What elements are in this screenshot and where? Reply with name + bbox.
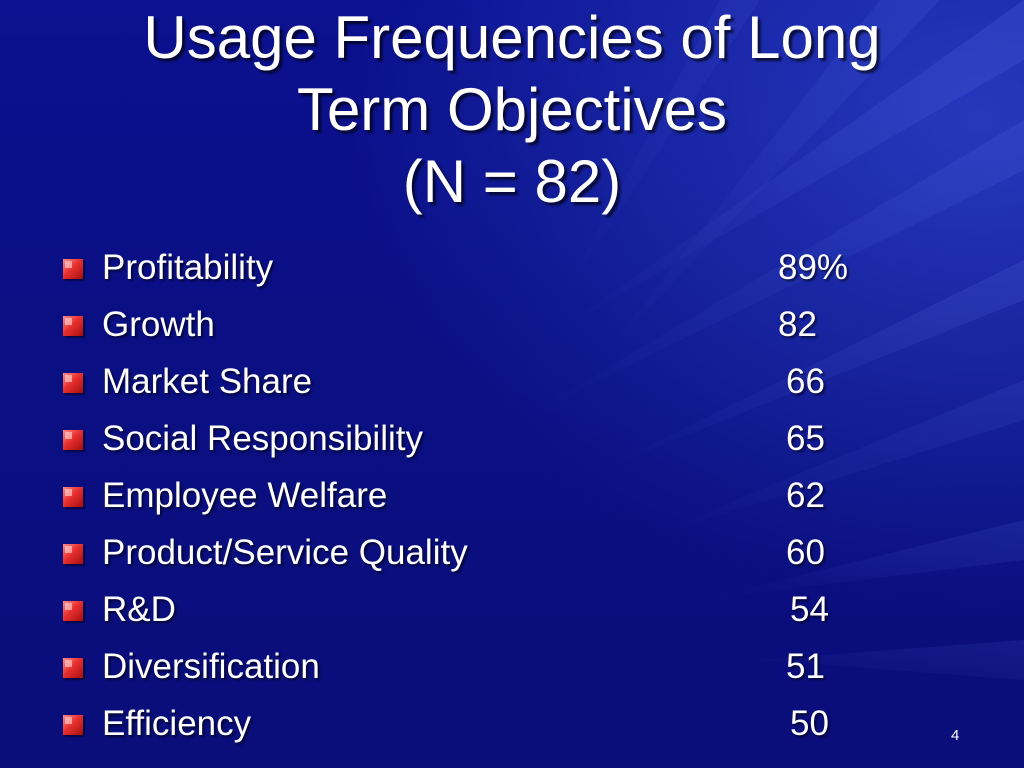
title-line-2: Term Objectives — [296, 76, 728, 143]
item-label: Profitability — [102, 248, 274, 287]
list-item: Social Responsibility 65 — [0, 411, 1024, 467]
list-item: Growth 82 — [0, 297, 1024, 353]
item-value: 82 — [778, 305, 817, 344]
list-item: R&D 54 — [0, 582, 1024, 638]
item-value: 60 — [786, 533, 825, 572]
item-label: Market Share — [102, 362, 313, 401]
item-value: 62 — [786, 476, 825, 515]
item-label: R&D — [102, 590, 176, 629]
item-label: Product/Service Quality — [102, 533, 468, 572]
list-item: Diversification 51 — [0, 639, 1024, 695]
list-item: Product/Service Quality 60 — [0, 525, 1024, 581]
square-bullet-icon — [63, 259, 83, 279]
square-bullet-icon — [63, 373, 83, 393]
square-bullet-icon — [63, 430, 83, 450]
item-value: 89% — [778, 248, 849, 287]
item-label: Diversification — [102, 647, 320, 686]
square-bullet-icon — [63, 715, 83, 735]
item-value: 66 — [786, 362, 825, 401]
page-number: 4 — [951, 727, 960, 744]
square-bullet-icon — [63, 601, 83, 621]
item-value: 65 — [786, 419, 825, 458]
square-bullet-icon — [63, 658, 83, 678]
item-value: 50 — [790, 704, 829, 743]
item-label: Employee Welfare — [102, 476, 388, 515]
title-line-3: (N = 82) — [402, 148, 622, 215]
item-value: 51 — [786, 647, 825, 686]
item-label: Efficiency — [102, 704, 252, 743]
item-label: Social Responsibility — [102, 419, 423, 458]
item-label: Growth — [102, 305, 215, 344]
list-item: Market Share 66 — [0, 354, 1024, 410]
title-line-1: Usage Frequencies of Long — [143, 4, 881, 71]
slide-title: Usage Frequencies of Long Term Objective… — [0, 2, 1024, 218]
list-item: Profitability 89% — [0, 240, 1024, 296]
square-bullet-icon — [63, 544, 83, 564]
square-bullet-icon — [63, 487, 83, 507]
list-item: Efficiency 50 — [0, 696, 1024, 752]
square-bullet-icon — [63, 316, 83, 336]
list-item: Employee Welfare 62 — [0, 468, 1024, 524]
item-value: 54 — [790, 590, 829, 629]
